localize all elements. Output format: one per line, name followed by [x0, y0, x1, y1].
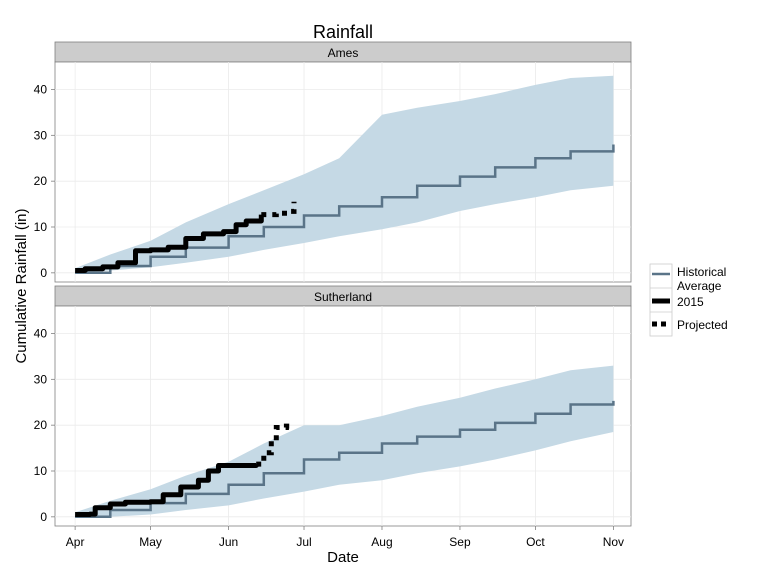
x-tick-label: Apr [66, 535, 85, 549]
facet-label: Sutherland [314, 290, 372, 304]
x-tick-label: Jul [296, 535, 311, 549]
panel-ames: Ames 0 10 20 30 40 [34, 41, 632, 283]
x-tick-label: Sep [449, 535, 471, 549]
projected-line [261, 201, 297, 218]
x-axis-label: Date [327, 549, 359, 566]
y-tick-label: 20 [34, 174, 48, 188]
y-tick-label: 10 [34, 464, 48, 478]
observed-2015-line [75, 214, 264, 273]
projected-line [256, 423, 292, 467]
y-tick-label: 0 [40, 266, 47, 280]
y-tick-label: 0 [40, 510, 47, 524]
x-tick-label: May [139, 535, 162, 549]
legend-label-projected: Projected [677, 318, 728, 332]
historical-average-line [75, 144, 615, 275]
y-axis-label: Cumulative Rainfall (in) [13, 208, 30, 363]
y-tick-label: 10 [34, 220, 48, 234]
historical-range-band [75, 75, 614, 273]
facet-label: Ames [328, 46, 359, 60]
x-tick-label: Nov [603, 535, 624, 549]
y-tick-label: 40 [34, 83, 48, 97]
legend-label-observed: 2015 [677, 295, 704, 309]
legend: Historical Average 2015 Projected [649, 263, 728, 337]
y-tick-label: 40 [34, 327, 48, 341]
x-tick-label: Jun [219, 535, 238, 549]
y-tick-label: 20 [34, 418, 48, 432]
panel-sutherland: Sutherland 0 10 20 30 40 [34, 285, 632, 527]
legend-label-historical: Historical Average [677, 265, 726, 293]
y-tick-label: 30 [34, 128, 48, 142]
historical-average-line [75, 400, 615, 519]
chart-title: Rainfall [313, 22, 373, 42]
x-tick-label: Oct [526, 535, 545, 549]
observed-2015-line [75, 463, 259, 517]
y-tick-label: 30 [34, 372, 48, 386]
x-tick-label: Aug [371, 535, 392, 549]
